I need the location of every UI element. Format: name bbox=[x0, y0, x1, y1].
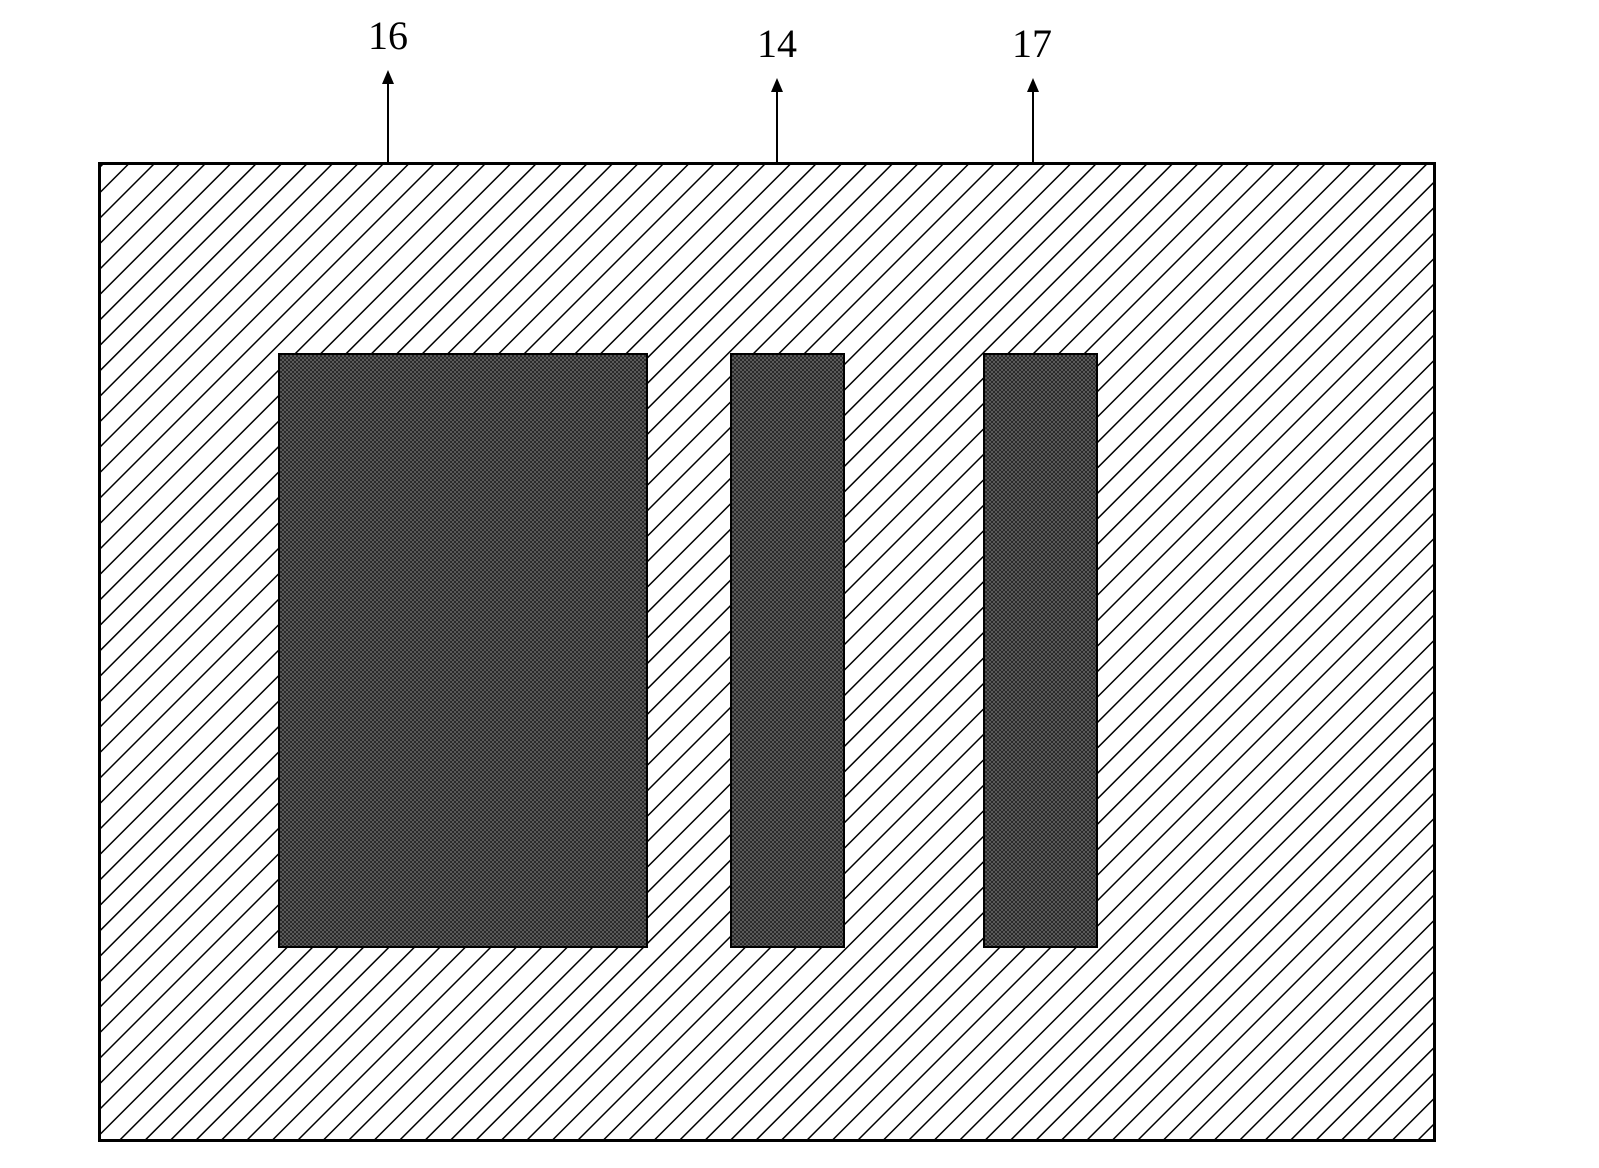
block-fill-16 bbox=[280, 355, 646, 946]
substrate-region bbox=[98, 162, 1436, 1142]
callout-label-14: 14 bbox=[757, 20, 797, 67]
callout-label-16: 16 bbox=[368, 12, 408, 59]
block-region-16 bbox=[278, 353, 648, 948]
block-region-14 bbox=[730, 353, 845, 948]
block-fill-14 bbox=[732, 355, 843, 946]
block-region-17 bbox=[983, 353, 1098, 948]
callout-label-17: 17 bbox=[1012, 20, 1052, 67]
block-fill-17 bbox=[985, 355, 1096, 946]
